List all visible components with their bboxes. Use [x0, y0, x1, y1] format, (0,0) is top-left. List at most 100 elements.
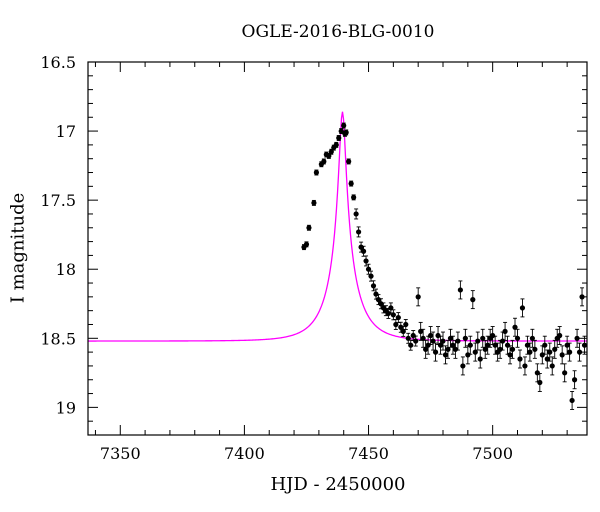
data-points-layer	[301, 122, 588, 410]
data-point	[336, 135, 342, 141]
data-point	[467, 335, 473, 355]
data-marker	[405, 335, 411, 341]
data-point	[485, 335, 491, 355]
y-tick-label: 17.5	[40, 191, 76, 210]
data-marker	[504, 342, 511, 348]
data-marker	[445, 346, 451, 352]
data-marker	[497, 346, 503, 352]
data-point	[363, 255, 369, 267]
data-point	[527, 342, 533, 362]
data-point	[418, 321, 424, 341]
data-marker	[529, 335, 535, 341]
data-point	[408, 339, 414, 351]
x-axis-label: HJD - 2450000	[270, 474, 406, 495]
data-point	[542, 335, 548, 355]
data-point	[430, 331, 436, 351]
data-point	[480, 328, 486, 348]
data-marker	[517, 356, 523, 362]
data-marker	[450, 342, 456, 348]
data-point	[423, 339, 429, 359]
data-marker	[420, 335, 426, 341]
data-marker	[472, 349, 478, 355]
data-marker	[581, 342, 588, 348]
data-point	[576, 342, 583, 362]
data-marker	[427, 332, 434, 339]
data-marker	[313, 169, 319, 176]
data-marker	[400, 328, 406, 334]
y-tick-label: 17	[56, 122, 76, 141]
data-point	[303, 241, 310, 248]
data-point	[306, 224, 312, 231]
x-tick-label: 7500	[472, 444, 513, 463]
data-marker	[544, 356, 550, 362]
data-point	[544, 349, 550, 369]
y-tick-label: 18	[56, 260, 76, 279]
data-point	[343, 129, 349, 136]
data-point	[559, 345, 565, 365]
data-marker	[353, 211, 359, 217]
data-marker	[348, 180, 354, 187]
data-marker	[452, 346, 459, 352]
data-marker	[519, 305, 526, 311]
data-point	[311, 199, 317, 206]
data-point	[552, 339, 558, 359]
data-marker	[393, 321, 399, 328]
data-point	[447, 328, 454, 348]
data-marker	[527, 349, 533, 355]
data-marker	[356, 229, 362, 235]
data-point	[437, 335, 444, 355]
data-marker	[336, 135, 342, 141]
data-marker	[395, 314, 401, 321]
data-point	[393, 319, 399, 330]
data-point	[522, 356, 528, 376]
data-marker	[311, 200, 317, 206]
data-marker	[418, 328, 424, 334]
data-point	[460, 356, 466, 376]
x-tick-label: 7350	[100, 444, 141, 463]
plot-frame	[87, 61, 588, 436]
data-marker	[385, 310, 391, 317]
data-point	[547, 342, 553, 362]
data-point	[338, 128, 344, 135]
data-marker	[532, 346, 538, 352]
data-marker	[425, 342, 431, 348]
data-point	[435, 326, 441, 345]
data-marker	[455, 338, 461, 344]
data-marker	[539, 352, 545, 358]
data-point	[569, 391, 575, 410]
data-marker	[333, 142, 339, 148]
data-point	[519, 298, 526, 318]
data-point	[405, 332, 411, 344]
data-point	[524, 335, 531, 355]
data-marker	[499, 338, 506, 344]
data-marker	[512, 324, 518, 330]
data-point	[321, 158, 327, 165]
data-point	[564, 335, 570, 355]
data-point	[557, 326, 563, 345]
data-point	[348, 180, 354, 187]
data-marker	[557, 332, 563, 339]
data-marker	[467, 342, 473, 348]
y-axis-label: I magnitude	[7, 192, 29, 304]
data-point	[390, 309, 396, 321]
data-point	[440, 331, 446, 351]
data-marker	[460, 363, 466, 369]
data-marker	[465, 352, 471, 358]
data-marker	[564, 342, 570, 348]
data-point	[351, 194, 357, 201]
data-marker	[537, 379, 543, 386]
data-marker	[363, 258, 369, 264]
data-point	[562, 363, 568, 383]
data-point	[477, 349, 483, 369]
data-point	[581, 335, 588, 355]
data-marker	[440, 338, 446, 344]
data-point	[529, 328, 535, 348]
data-point	[539, 345, 545, 365]
axes-layer: 7350 7400 7450 7500 16.5 17 17.5 18 18.5 19	[40, 53, 588, 463]
data-marker	[403, 321, 409, 328]
data-point	[415, 287, 421, 307]
data-point	[432, 342, 439, 362]
data-point	[532, 339, 538, 359]
data-marker	[306, 225, 312, 231]
data-marker	[492, 342, 498, 348]
